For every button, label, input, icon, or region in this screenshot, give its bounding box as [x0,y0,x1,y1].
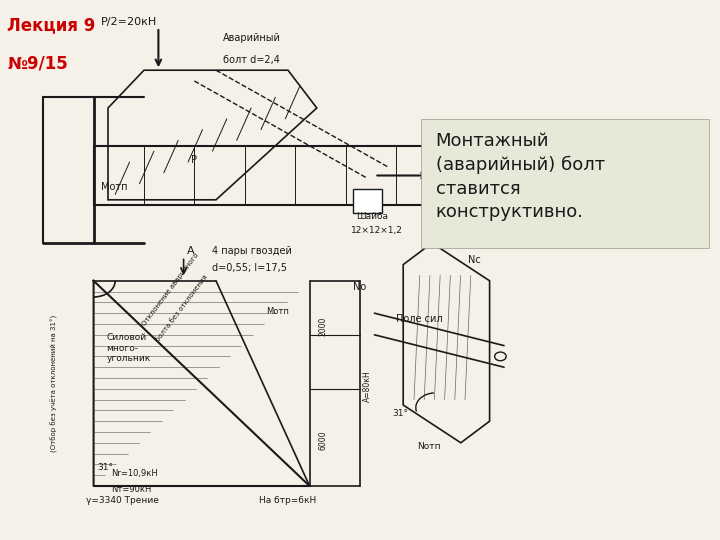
Text: Nr=10,9кН: Nr=10,9кН [112,469,158,478]
Text: Мотп: Мотп [266,307,289,316]
Text: d=0,55; l=17,5: d=0,55; l=17,5 [212,262,287,273]
Text: P/2=20кН: P/2=20кН [101,17,157,27]
Text: Отклонение аварийного: Отклонение аварийного [140,251,199,327]
Text: Силовой
много-
угольник: Силовой много- угольник [107,333,150,363]
Text: болта без отклонения: болта без отклонения [155,274,209,343]
Text: A: A [187,246,195,256]
Text: 31°: 31° [97,463,113,472]
Text: Nr: Nr [439,171,451,181]
Text: 6000: 6000 [318,430,327,450]
Text: Монтажный
(аварийный) болт
ставится
конструктивно.: Монтажный (аварийный) болт ставится конс… [436,132,605,221]
Text: Лекция 9: Лекция 9 [7,16,96,34]
Text: (Отбор без учёта отклонений на 31°): (Отбор без учёта отклонений на 31°) [50,315,58,452]
Text: 4 пары гвоздей: 4 пары гвоздей [212,246,292,256]
Text: Nc: Nc [468,254,481,265]
Bar [353,189,382,213]
Text: Nт=90кН: Nт=90кН [112,485,152,494]
FancyBboxPatch shape [421,119,709,248]
Text: болт d=2,4: болт d=2,4 [223,55,280,65]
Text: Nо: Nо [353,281,366,292]
Text: 12×12×1,2: 12×12×1,2 [351,226,402,235]
Text: 2000: 2000 [318,317,327,336]
Text: А=80кН: А=80кН [363,370,372,402]
Text: γ=3340 Трение: γ=3340 Трение [86,496,159,505]
Text: Шайба: Шайба [356,212,388,221]
Text: Поле сил: Поле сил [396,314,443,324]
Text: 31°: 31° [392,409,408,418]
Text: №9/15: №9/15 [7,54,68,72]
Text: Мотп: Мотп [101,181,127,192]
Text: Nотп: Nотп [418,442,441,451]
Text: Аварийный: Аварийный [223,33,281,43]
Text: P: P [191,154,197,165]
Text: На бтр=6кН: На бтр=6кН [259,496,317,505]
